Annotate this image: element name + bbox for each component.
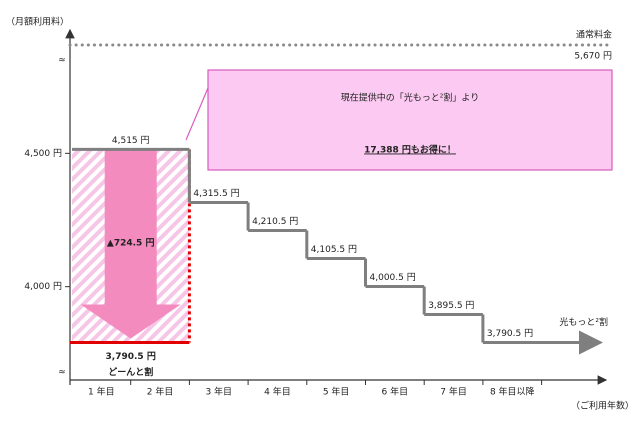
value-label: 4,315.5 円 bbox=[193, 188, 239, 199]
series-label: 光もっと²割 bbox=[559, 316, 608, 328]
x-tick-label: 3 年目 bbox=[205, 386, 232, 398]
discount-value: 3,790.5 円 bbox=[106, 351, 156, 362]
callout-pointer bbox=[185, 87, 209, 141]
x-tick-label: 7 年目 bbox=[440, 386, 467, 398]
x-tick-label: 5 年目 bbox=[323, 386, 350, 398]
x-tick-label: 4 年目 bbox=[264, 386, 291, 398]
axis-break: ≈ bbox=[58, 368, 66, 378]
reduction-arrow bbox=[80, 149, 181, 339]
discount-name: どーんと割 bbox=[108, 366, 153, 378]
value-label: 3,895.5 円 bbox=[428, 300, 474, 311]
y-tick-label: 4,000 円 bbox=[24, 281, 62, 292]
value-label: 3,790.5 円 bbox=[487, 328, 533, 339]
value-label: 4,515 円 bbox=[112, 135, 150, 146]
value-label: 4,000.5 円 bbox=[370, 272, 416, 283]
y-tick-label: 4,500 円 bbox=[24, 148, 62, 159]
value-label: 4,105.5 円 bbox=[311, 244, 357, 255]
x-tick-label: 2 年目 bbox=[147, 386, 174, 398]
normal-price-label: 通常料金 bbox=[576, 29, 612, 41]
reduction-label: ▲724.5 円 bbox=[107, 238, 155, 249]
callout-box bbox=[207, 69, 613, 171]
normal-price-value: 5,670 円 bbox=[574, 51, 612, 62]
x-axis-label: （ご利用年数） bbox=[571, 400, 634, 412]
callout-line2: 17,388 円もお得に！ bbox=[364, 144, 456, 156]
x-tick-label: 1 年目 bbox=[88, 386, 115, 398]
axis-break: ≈ bbox=[58, 56, 66, 66]
callout-line1: 現在提供中の「光もっと²割」より bbox=[341, 92, 479, 104]
x-tick-label: 8 年目以降 bbox=[490, 386, 535, 398]
y-axis-label: （月額利用料） bbox=[6, 16, 69, 28]
value-label: 4,210.5 円 bbox=[252, 216, 298, 227]
x-tick-label: 6 年目 bbox=[382, 386, 409, 398]
